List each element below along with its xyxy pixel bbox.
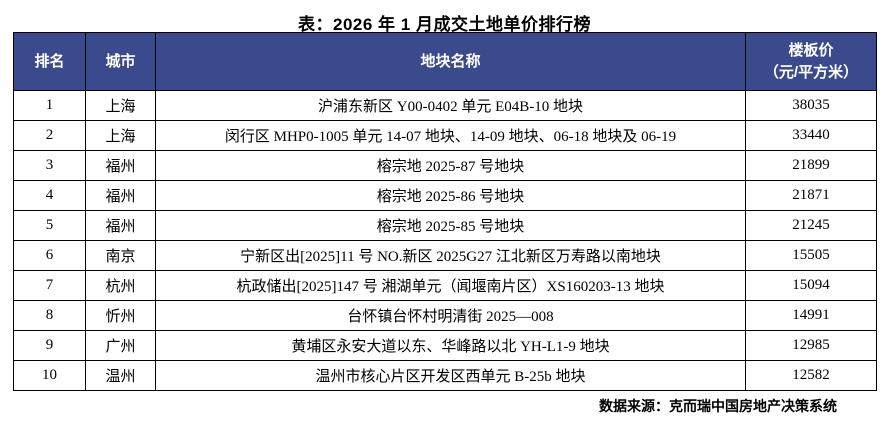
price-cell: 14991 [745, 300, 877, 331]
city-cell: 福州 [85, 150, 156, 181]
city-cell: 福州 [85, 180, 156, 211]
data-source: 数据来源：克而瑞中国房地产决策系统 [599, 398, 837, 414]
city-cell: 忻州 [85, 300, 156, 331]
parcel-name-cell: 台怀镇台怀村明清街 2025—008 [155, 300, 746, 331]
city-cell: 杭州 [85, 270, 156, 301]
table-row: 9 广州 黄埔区永安大道以东、华峰路以北 YH-L1-9 地块 12985 [13, 330, 877, 361]
header-city: 城市 [85, 32, 156, 91]
table-row: 3 福州 榕宗地 2025-87 号地块 21899 [13, 150, 877, 181]
price-cell: 21871 [745, 180, 877, 211]
header-row: 排名 城市 地块名称 楼板价 （元/平方米） [13, 32, 877, 91]
price-cell: 15094 [745, 270, 877, 301]
price-cell: 12582 [745, 360, 877, 391]
rank-cell: 9 [13, 330, 86, 361]
city-cell: 南京 [85, 240, 156, 271]
parcel-name-cell: 温州市核心片区开发区西单元 B-25b 地块 [155, 360, 746, 391]
parcel-name-cell: 榕宗地 2025-87 号地块 [155, 150, 746, 181]
table-row: 1 上海 沪浦东新区 Y00-0402 单元 E04B-10 地块 38035 [13, 90, 877, 121]
price-cell: 21245 [745, 210, 877, 241]
table-body: 1 上海 沪浦东新区 Y00-0402 单元 E04B-10 地块 38035 … [13, 90, 877, 391]
table-row: 8 忻州 台怀镇台怀村明清街 2025—008 14991 [13, 300, 877, 331]
city-cell: 福州 [85, 210, 156, 241]
header-parcel-name: 地块名称 [155, 32, 746, 91]
rank-cell: 10 [13, 360, 86, 391]
rank-cell: 3 [13, 150, 86, 181]
city-cell: 上海 [85, 90, 156, 121]
table-row: 5 福州 榕宗地 2025-85 号地块 21245 [13, 210, 877, 241]
parcel-name-cell: 榕宗地 2025-86 号地块 [155, 180, 746, 211]
price-cell: 15505 [745, 240, 877, 271]
header-price: 楼板价 （元/平方米） [745, 32, 877, 91]
rank-cell: 5 [13, 210, 86, 241]
price-cell: 21899 [745, 150, 877, 181]
rank-cell: 7 [13, 270, 86, 301]
parcel-name-cell: 杭政储出[2025]147 号 湘湖单元（闻堰南片区）XS160203-13 地… [155, 270, 746, 301]
city-cell: 广州 [85, 330, 156, 361]
rank-cell: 6 [13, 240, 86, 271]
land-price-table: 排名 城市 地块名称 楼板价 （元/平方米） 1 上海 沪浦东新区 Y00-04… [13, 32, 877, 391]
header-rank: 排名 [13, 32, 86, 91]
city-cell: 温州 [85, 360, 156, 391]
page-title: 表：2026 年 1 月成交土地单价排行榜 [298, 15, 591, 34]
rank-cell: 4 [13, 180, 86, 211]
city-cell: 上海 [85, 120, 156, 151]
parcel-name-cell: 黄埔区永安大道以东、华峰路以北 YH-L1-9 地块 [155, 330, 746, 361]
rank-cell: 2 [13, 120, 86, 151]
parcel-name-cell: 榕宗地 2025-85 号地块 [155, 210, 746, 241]
table-row: 6 南京 宁新区出[2025]11 号 NO.新区 2025G27 江北新区万寿… [13, 240, 877, 271]
table-header: 排名 城市 地块名称 楼板价 （元/平方米） [13, 32, 877, 91]
header-price-line1: 楼板价 [788, 41, 834, 59]
price-cell: 33440 [745, 120, 877, 151]
table-row: 7 杭州 杭政储出[2025]147 号 湘湖单元（闻堰南片区）XS160203… [13, 270, 877, 301]
table-row: 4 福州 榕宗地 2025-86 号地块 21871 [13, 180, 877, 211]
parcel-name-cell: 闵行区 MHP0-1005 单元 14-07 地块、14-09 地块、06-18… [155, 120, 746, 151]
price-cell: 38035 [745, 90, 877, 121]
parcel-name-cell: 沪浦东新区 Y00-0402 单元 E04B-10 地块 [155, 90, 746, 121]
rank-cell: 1 [13, 90, 86, 121]
table-row: 10 温州 温州市核心片区开发区西单元 B-25b 地块 12582 [13, 360, 877, 391]
parcel-name-cell: 宁新区出[2025]11 号 NO.新区 2025G27 江北新区万寿路以南地块 [155, 240, 746, 271]
rank-cell: 8 [13, 300, 86, 331]
table-row: 2 上海 闵行区 MHP0-1005 单元 14-07 地块、14-09 地块、… [13, 120, 877, 151]
header-price-line2: （元/平方米） [763, 63, 859, 81]
price-cell: 12985 [745, 330, 877, 361]
